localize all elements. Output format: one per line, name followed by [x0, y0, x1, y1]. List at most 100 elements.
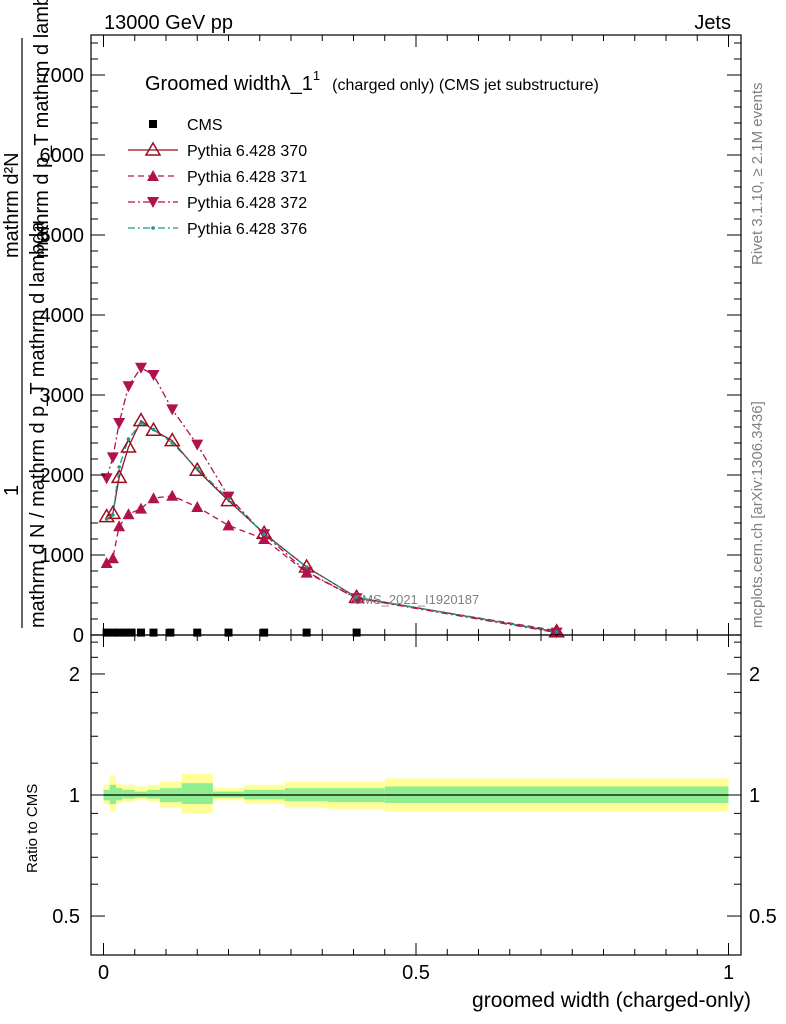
data-point-s0-5 — [137, 628, 145, 637]
ratio-y-tick-label-right-2: 2 — [749, 664, 760, 686]
ratio-y-tick-label-left-0: 0.5 — [52, 906, 80, 928]
x-tick-label-2: 1 — [723, 962, 734, 984]
legend-label-1: Pythia 6.428 370 — [187, 143, 307, 160]
data-point-s4-11 — [354, 595, 359, 600]
rivet-version-label: Rivet 3.1.10, ≥ 2.1M events — [749, 83, 766, 266]
data-point-s2-3 — [122, 508, 135, 520]
series-line-1 — [106, 419, 557, 633]
data-point-s0-1 — [108, 628, 117, 637]
data-point-s3-1 — [106, 452, 119, 464]
ylabel-numerator: mathrm d²N — [1, 152, 23, 258]
ratio-y-tick-label-left-1: 1 — [69, 785, 80, 807]
data-point-s0-2 — [115, 628, 124, 637]
data-point-s1-5 — [145, 421, 162, 436]
plot-title-sup: 1 — [313, 68, 320, 83]
y-tick-label-4: 5000 — [40, 225, 85, 247]
ratio-band-green — [109, 784, 116, 804]
data-point-s2-0 — [100, 557, 113, 568]
y-tick-label-3: 4000 — [40, 305, 85, 327]
main-y-axis-label: mathrm d²N mathrm d p_T mathrm d lambda … — [1, 0, 53, 628]
analysis-watermark: CMS_2021_I1920187 — [353, 592, 480, 607]
data-point-s2-5 — [147, 492, 160, 504]
data-point-s2-4 — [135, 502, 147, 514]
data-point-s3-0 — [100, 473, 113, 485]
x-tick-label-1: 0.5 — [402, 962, 430, 984]
legend-label-3: Pythia 6.428 372 — [187, 195, 307, 212]
data-point-s4-4 — [139, 421, 143, 425]
data-point-s4-2 — [117, 465, 121, 469]
legend: CMS Pythia 6.428 370 Pythia 6.428 371 Pythi… — [128, 117, 307, 238]
ratio-uncertainty-bands — [103, 773, 729, 814]
data-point-s4-9 — [262, 532, 266, 536]
data-point-s0-10 — [260, 628, 269, 637]
y-tick-label-0: 1000 — [40, 545, 85, 567]
data-point-s0-0 — [102, 628, 111, 637]
energy-label: 13000 GeV pp — [104, 12, 233, 34]
data-point-s3-2 — [113, 418, 126, 429]
data-point-s1-1 — [104, 504, 122, 520]
data-point-s3-6 — [166, 404, 179, 416]
ratio-band-green — [181, 783, 213, 804]
data-point-s1-8 — [220, 492, 237, 507]
ratio-y-tick-label-right-1: 1 — [749, 785, 760, 807]
data-point-s4-5 — [151, 427, 156, 432]
plot-title-suffix: (charged only) (CMS jet substructure) — [332, 77, 599, 94]
mcplots-label: mcplots.cern.ch [arXiv:1306.3436] — [749, 401, 766, 628]
main-plot-markers — [98, 362, 565, 639]
y-tick-label-zero: 0 — [73, 625, 84, 647]
ylabel-denominator: mathrm d N / mathrm d p_T mathrm d lambd… — [27, 221, 49, 628]
y-tick-label-1: 2000 — [40, 465, 85, 487]
data-point-s2-8 — [222, 519, 235, 531]
y-tick-label-2: 3000 — [40, 385, 85, 407]
axis-tick-labels: 0 0.5 1 0 1000 2000 3000 4000 5000 6000 7000 0.5 0.5… — [40, 65, 777, 984]
ratio-band-green — [116, 788, 123, 801]
data-point-s4-1 — [111, 513, 115, 517]
x-axis-label: groomed width (charged-only) — [472, 989, 751, 1012]
ratio-band-green — [147, 789, 160, 799]
data-point-s4-3 — [126, 437, 131, 441]
data-point-s1-6 — [163, 432, 181, 447]
data-point-s3-4 — [135, 362, 147, 374]
data-point-s0-12 — [352, 628, 361, 637]
data-point-s1-0 — [98, 508, 115, 523]
legend-marker-4 — [151, 226, 155, 230]
data-point-s3-5 — [147, 370, 160, 381]
y-tick-label-6: 7000 — [40, 65, 85, 87]
legend-label-2: Pythia 6.428 371 — [187, 169, 307, 186]
legend-label-0: CMS — [187, 117, 223, 134]
y-tick-label-5: 6000 — [40, 145, 85, 167]
ratio-y-tick-label-left-2: 2 — [69, 664, 80, 686]
ratio-y-tick-label-right-0: 0.5 — [749, 906, 777, 928]
x-tick-label-0: 0 — [98, 962, 109, 984]
data-point-s1-4 — [132, 412, 150, 427]
data-point-s2-1 — [106, 552, 119, 564]
axis-ticks — [91, 35, 741, 955]
data-point-s0-11 — [302, 628, 311, 637]
ratio-band-green — [128, 789, 135, 799]
legend-marker-1 — [144, 141, 162, 156]
data-point-s4-6 — [170, 441, 175, 445]
data-point-s1-7 — [188, 461, 206, 476]
data-point-s3-7 — [191, 439, 204, 451]
data-point-s1-2 — [110, 468, 128, 484]
ratio-y-axis-label: Ratio to CMS — [24, 784, 41, 873]
data-point-s3-10 — [300, 566, 313, 578]
legend-label-4: Pythia 6.428 376 — [187, 221, 307, 238]
data-point-s0-6 — [149, 628, 158, 637]
data-point-s2-6 — [166, 489, 179, 501]
data-point-s0-7 — [166, 628, 175, 637]
plot-title: Groomed widthλ_11 (charged only) (CMS jet… — [145, 68, 599, 95]
data-point-s0-3 — [121, 628, 130, 637]
data-point-s4-10 — [304, 565, 309, 569]
plot-title-main: Groomed widthλ_1 — [145, 73, 313, 95]
data-point-s4-7 — [195, 466, 200, 471]
data-point-s2-7 — [191, 501, 204, 512]
ylabel-line2: mathrm d p_T mathrm d lambda — [31, 0, 53, 258]
data-point-s4-8 — [226, 497, 231, 501]
series-line-2 — [106, 495, 557, 632]
legend-marker-2 — [147, 170, 159, 181]
legend-marker-3 — [147, 197, 159, 208]
data-point-s2-2 — [113, 520, 126, 532]
data-point-s3-3 — [122, 381, 135, 393]
